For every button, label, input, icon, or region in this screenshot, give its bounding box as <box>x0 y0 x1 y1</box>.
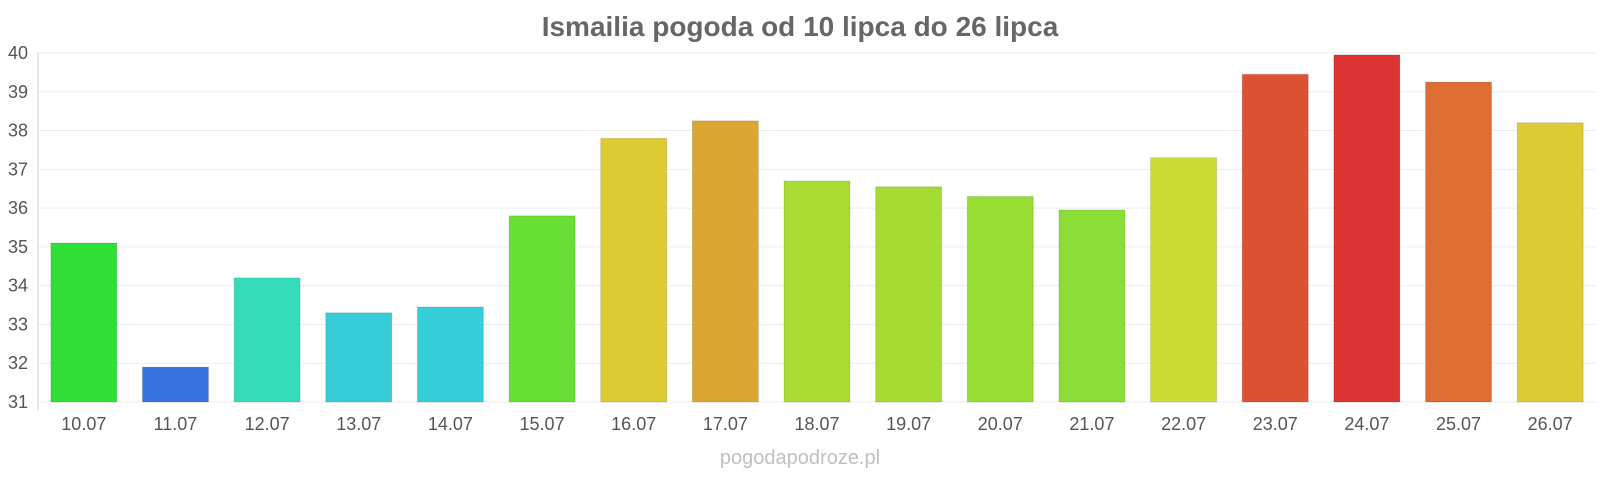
y-tick-label: 37 <box>8 159 28 179</box>
y-axis-ticks: 31 32 33 34 35 36 37 38 39 40 <box>8 43 28 412</box>
bar-18.07 <box>783 180 851 403</box>
bar-23.07 <box>1241 73 1309 403</box>
bar-15.07 <box>508 215 576 403</box>
y-tick-label: 32 <box>8 353 28 373</box>
y-tick-label: 38 <box>8 121 28 141</box>
y-tick-label: 35 <box>8 237 28 257</box>
x-tick-label: 14.07 <box>428 414 473 434</box>
bar-25.07 <box>1425 81 1493 403</box>
bar-14.07 <box>416 306 484 403</box>
bar-11.07 <box>141 366 209 403</box>
bar-22.07 <box>1150 157 1218 403</box>
bar-20.07 <box>966 195 1034 403</box>
x-tick-label: 16.07 <box>611 414 656 434</box>
bar-13.07 <box>325 312 393 403</box>
x-tick-label: 18.07 <box>794 414 839 434</box>
x-tick-label: 17.07 <box>703 414 748 434</box>
bar-10.07 <box>50 242 118 403</box>
y-tick-label: 36 <box>8 198 28 218</box>
y-tick-label: 34 <box>8 276 28 296</box>
bar-19.07 <box>875 186 943 403</box>
x-tick-label: 24.07 <box>1344 414 1389 434</box>
x-tick-label: 21.07 <box>1069 414 1114 434</box>
bars <box>50 54 1584 403</box>
x-tick-label: 12.07 <box>245 414 290 434</box>
x-tick-label: 10.07 <box>61 414 106 434</box>
x-tick-label: 22.07 <box>1161 414 1206 434</box>
y-tick-label: 40 <box>8 43 28 63</box>
y-tick-label: 39 <box>8 82 28 102</box>
x-tick-label: 15.07 <box>520 414 565 434</box>
bar-17.07 <box>691 120 759 403</box>
bar-16.07 <box>600 137 668 403</box>
x-tick-label: 20.07 <box>978 414 1023 434</box>
x-tick-label: 25.07 <box>1436 414 1481 434</box>
watermark-text: pogodapodroze.pl <box>720 447 880 469</box>
x-tick-label: 13.07 <box>336 414 381 434</box>
y-tick-label: 33 <box>8 314 28 334</box>
x-tick-label: 11.07 <box>154 414 198 434</box>
bar-24.07 <box>1333 54 1401 403</box>
bar-26.07 <box>1516 122 1584 403</box>
chart-title: Ismailia pogoda od 10 lipca do 26 lipca <box>542 11 1059 42</box>
y-tick-label: 31 <box>8 392 28 412</box>
x-tick-label: 23.07 <box>1253 414 1298 434</box>
x-axis-ticks: 10.07 11.07 12.07 13.07 14.07 15.07 16.07 17.07… <box>61 414 1572 434</box>
bar-12.07 <box>233 277 301 403</box>
x-tick-label: 19.07 <box>886 414 931 434</box>
bar-21.07 <box>1058 209 1126 403</box>
x-tick-label: 26.07 <box>1528 414 1573 434</box>
